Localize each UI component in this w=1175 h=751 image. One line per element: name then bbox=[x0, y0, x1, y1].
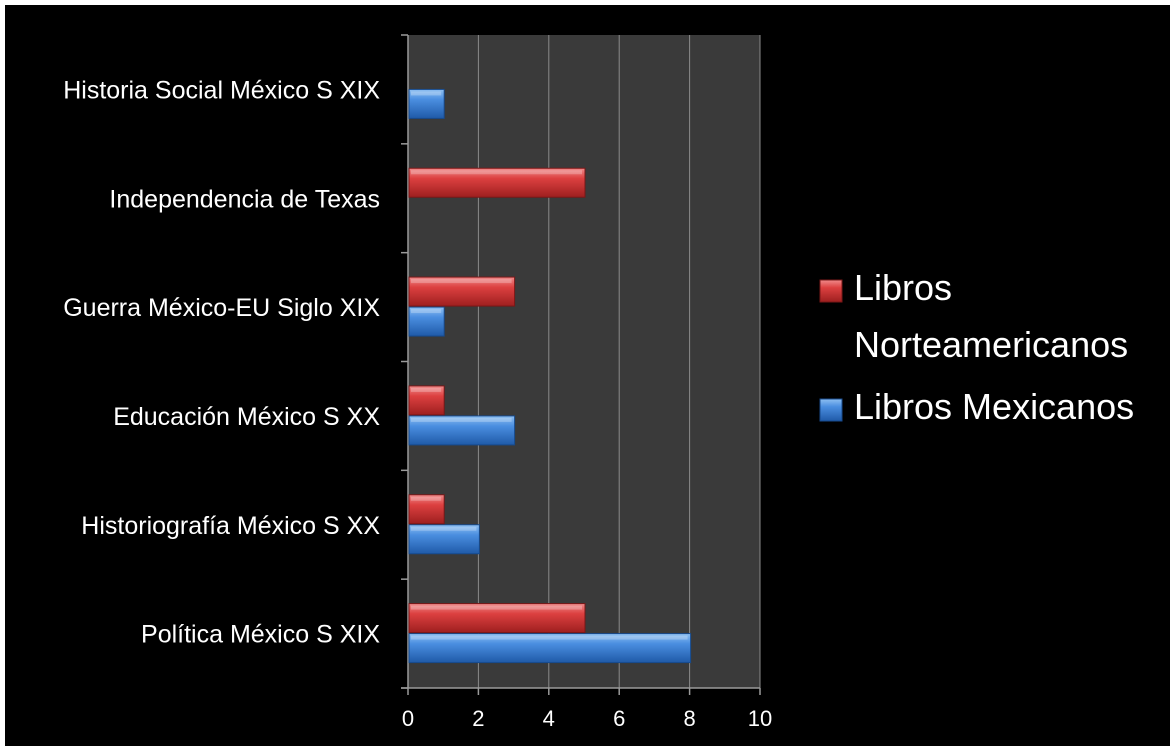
legend-label-libros-mexicanos: Libros Mexicanos bbox=[854, 386, 1134, 427]
bar-highlight bbox=[411, 417, 512, 422]
bar-libros-norteamericanos bbox=[408, 385, 445, 416]
category-label: Historia Social México S XIX bbox=[63, 76, 380, 104]
bar-highlight bbox=[411, 309, 442, 314]
legend-swatch-libros-mexicanos bbox=[819, 398, 843, 422]
plot-background bbox=[408, 35, 760, 688]
bar-libros-norteamericanos bbox=[408, 603, 586, 634]
category-label: Historiografía México S XX bbox=[81, 512, 380, 540]
bar-highlight bbox=[411, 526, 477, 531]
category-label: Guerra México-EU Siglo XIX bbox=[63, 294, 380, 322]
bar-highlight bbox=[411, 605, 582, 610]
bar-libros-norteamericanos bbox=[408, 494, 445, 525]
x-tick-label: 0 bbox=[402, 706, 414, 731]
bar-chart: 0 2 4 6 8 10 Política México S XIX Historiograf… bbox=[63, 34, 1134, 731]
bar-highlight bbox=[411, 170, 582, 175]
x-tick-label: 10 bbox=[748, 706, 772, 731]
legend-label-libros-norteamericanos: Norteamericanos bbox=[854, 324, 1128, 365]
x-tick-label: 2 bbox=[472, 706, 484, 731]
bar-libros-mexicanos bbox=[408, 306, 445, 337]
bar-libros-norteamericanos bbox=[408, 276, 516, 307]
bar-highlight bbox=[411, 279, 512, 284]
x-tick-label: 4 bbox=[543, 706, 555, 731]
x-tick-label: 6 bbox=[613, 706, 625, 731]
legend-label-libros-norteamericanos: Libros bbox=[854, 267, 952, 308]
bar-libros-norteamericanos bbox=[408, 167, 586, 198]
bar-highlight bbox=[411, 387, 442, 392]
bar-libros-mexicanos bbox=[408, 524, 480, 555]
bar-libros-mexicanos bbox=[408, 415, 516, 446]
category-label: Independencia de Texas bbox=[109, 185, 380, 213]
bar-highlight bbox=[411, 635, 688, 640]
chart-frame: 0 2 4 6 8 10 Política México S XIX Historiograf… bbox=[5, 5, 1170, 746]
x-tick-label: 8 bbox=[683, 706, 695, 731]
bar-libros-mexicanos bbox=[408, 633, 692, 664]
category-label: Política México S XIX bbox=[141, 621, 380, 649]
bar-libros-mexicanos bbox=[408, 88, 445, 119]
bar-highlight bbox=[411, 91, 442, 96]
legend-swatch-libros-norteamericanos bbox=[819, 279, 843, 303]
bar-highlight bbox=[411, 496, 442, 501]
category-label: Educación México S XX bbox=[113, 403, 380, 431]
